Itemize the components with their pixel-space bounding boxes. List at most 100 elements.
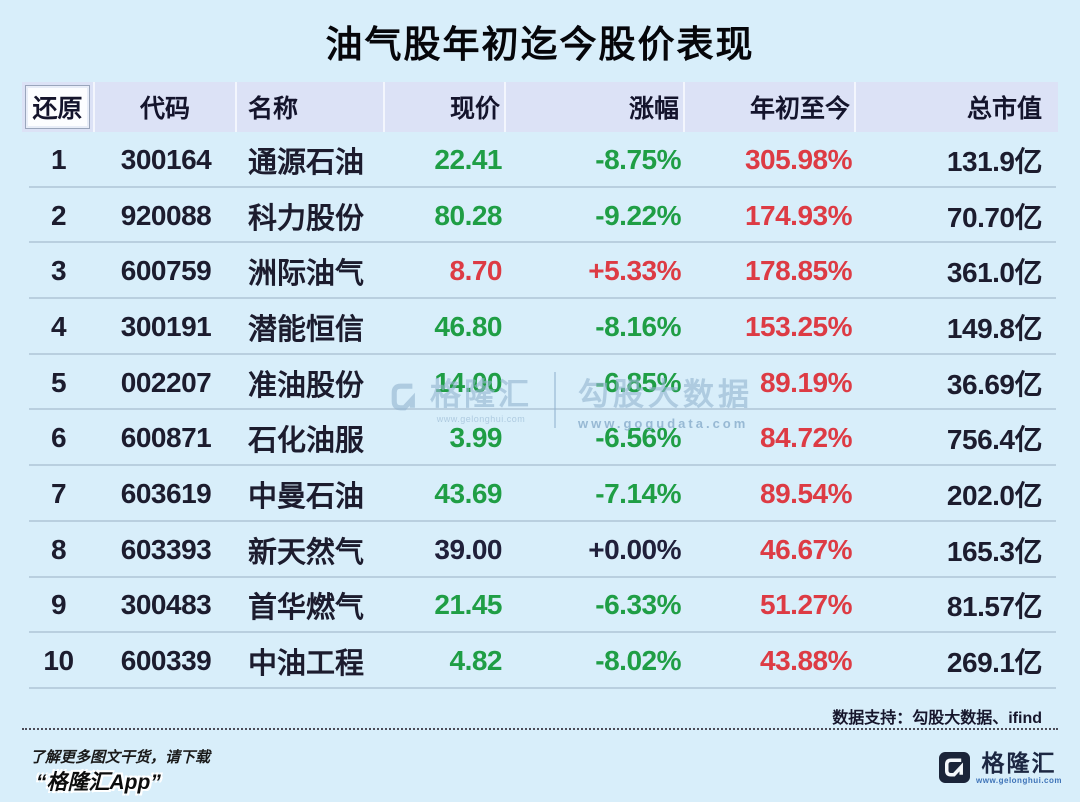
cell-price: 4.82	[449, 645, 503, 677]
footer-brand-url: www.gelonghui.com	[976, 776, 1062, 785]
col-header-change: 涨幅	[506, 82, 685, 132]
cell-stock-name: 中油工程	[248, 648, 365, 681]
cell-stock-name: 洲际油气	[248, 258, 365, 291]
cell-change-pct: +5.33%	[588, 255, 681, 287]
cell-change-pct: +0.00%	[588, 533, 681, 565]
cell-market-cap: 269.1亿	[946, 647, 1043, 679]
cell-rank: 6	[50, 422, 67, 454]
table-header-row: 还原 代码 名称 现价 涨幅 年初至今 总市值	[22, 82, 1058, 132]
cell-stock-code: 300483	[120, 589, 212, 621]
cell-ytd-pct: 46.67%	[760, 533, 852, 565]
cell-stock-name: 潜能恒信	[248, 313, 365, 346]
cell-stock-name: 新天然气	[248, 536, 365, 569]
table-row: 6 600871 石化油服 3.99 -6.56% 84.72% 756.4亿	[22, 410, 1058, 466]
cell-rank: 10	[43, 645, 74, 677]
cell-price: 14.00	[434, 366, 502, 398]
cell-ytd-pct: 84.72%	[760, 422, 852, 454]
cell-market-cap: 361.0亿	[946, 257, 1043, 289]
cell-market-cap: 149.8亿	[946, 312, 1043, 344]
cell-price: 80.28	[434, 199, 502, 231]
cell-rank: 7	[50, 477, 67, 509]
cell-rank: 4	[50, 310, 67, 342]
cell-ytd-pct: 89.19%	[760, 366, 852, 398]
cell-stock-code: 300164	[120, 143, 212, 175]
footer-promo-line2: “格隆汇App”	[36, 771, 161, 794]
cell-ytd-pct: 178.85%	[744, 255, 853, 287]
cell-change-pct: -8.02%	[595, 645, 681, 677]
cell-price: 8.70	[449, 255, 503, 287]
cell-rank: 3	[50, 255, 67, 287]
cell-ytd-pct: 43.88%	[760, 645, 852, 677]
gelonghui-logo-icon	[939, 752, 971, 783]
table-body: 1 300164 通源石油 22.41 -8.75% 305.98% 131.9…	[22, 132, 1058, 689]
cell-stock-name: 科力股份	[248, 202, 365, 235]
cell-market-cap: 70.70亿	[946, 201, 1043, 233]
cell-ytd-pct: 174.93%	[744, 199, 853, 231]
cell-stock-code: 603393	[120, 533, 212, 565]
stock-table: 还原 代码 名称 现价 涨幅 年初至今 总市值 1 300164 通源石油 22…	[22, 82, 1058, 689]
cell-stock-code: 300191	[120, 310, 212, 342]
cell-change-pct: -7.14%	[595, 477, 681, 509]
cell-change-pct: -6.56%	[595, 422, 681, 454]
cell-ytd-pct: 89.54%	[760, 477, 852, 509]
cell-change-pct: -8.16%	[595, 310, 681, 342]
cell-price: 46.80	[434, 310, 502, 342]
cell-change-pct: -9.22%	[595, 199, 681, 231]
cell-stock-code: 600759	[120, 255, 212, 287]
footer-brand-name: 格隆汇	[981, 750, 1057, 776]
cell-stock-code: 600871	[120, 422, 212, 454]
cell-price: 22.41	[434, 143, 502, 175]
cell-rank: 8	[50, 533, 67, 565]
cell-stock-code: 002207	[120, 366, 212, 398]
table-row: 3 600759 洲际油气 8.70 +5.33% 178.85% 361.0亿	[22, 243, 1058, 299]
table-row: 1 300164 通源石油 22.41 -8.75% 305.98% 131.9…	[22, 132, 1058, 188]
cell-stock-name: 准油股份	[248, 369, 365, 402]
cell-market-cap: 36.69亿	[946, 368, 1043, 400]
cell-market-cap: 756.4亿	[946, 424, 1043, 456]
table-row: 8 603393 新天然气 39.00 +0.00% 46.67% 165.3亿	[22, 522, 1058, 578]
cell-change-pct: -6.85%	[595, 366, 681, 398]
cell-price: 3.99	[449, 422, 503, 454]
table-row: 7 603619 中曼石油 43.69 -7.14% 89.54% 202.0亿	[22, 466, 1058, 522]
cell-market-cap: 202.0亿	[946, 479, 1043, 511]
cell-rank: 1	[50, 143, 67, 175]
table-row: 2 920088 科力股份 80.28 -9.22% 174.93% 70.70…	[22, 188, 1058, 244]
table-row: 4 300191 潜能恒信 46.80 -8.16% 153.25% 149.8…	[22, 299, 1058, 355]
footer-promo-line1: 了解更多图文干货，请下载	[30, 749, 211, 766]
cell-price: 21.45	[434, 589, 502, 621]
col-header-price: 现价	[385, 82, 506, 132]
col-header-ytd: 年初至今	[685, 82, 856, 132]
cell-stock-name: 首华燃气	[248, 592, 365, 625]
table-row: 5 002207 准油股份 14.00 -6.85% 89.19% 36.69亿	[22, 355, 1058, 411]
cell-stock-code: 920088	[120, 199, 212, 231]
data-support-note: 数据支持：勾股大数据、ifind	[832, 710, 1042, 727]
cell-stock-name: 石化油服	[248, 425, 365, 458]
col-header-restore: 还原	[22, 82, 95, 132]
cell-ytd-pct: 153.25%	[744, 310, 853, 342]
cell-rank: 5	[50, 366, 67, 398]
cell-rank: 2	[50, 199, 67, 231]
cell-market-cap: 165.3亿	[946, 535, 1043, 567]
col-header-name: 名称	[237, 82, 385, 132]
cell-change-pct: -6.33%	[595, 589, 681, 621]
cell-price: 39.00	[434, 533, 502, 565]
cell-stock-code: 603619	[120, 477, 212, 509]
cell-rank: 9	[50, 589, 67, 621]
footer-brand-texts: 格隆汇 www.gelonghui.com	[976, 750, 1062, 785]
dotted-divider	[22, 728, 1058, 730]
cell-ytd-pct: 305.98%	[744, 143, 853, 175]
cell-ytd-pct: 51.27%	[760, 589, 852, 621]
restore-button[interactable]: 还原	[25, 85, 90, 129]
col-header-code: 代码	[95, 82, 237, 132]
cell-market-cap: 131.9亿	[946, 145, 1043, 177]
cell-price: 43.69	[434, 477, 502, 509]
cell-stock-code: 600339	[120, 645, 212, 677]
table-row: 9 300483 首华燃气 21.45 -6.33% 51.27% 81.57亿	[22, 578, 1058, 634]
page-title: 油气股年初迄今股价表现	[325, 24, 755, 65]
cell-market-cap: 81.57亿	[946, 591, 1043, 623]
col-header-mcap: 总市值	[966, 95, 1042, 123]
cell-change-pct: -8.75%	[595, 143, 681, 175]
table-row: 10 600339 中油工程 4.82 -8.02% 43.88% 269.1亿	[22, 633, 1058, 689]
cell-stock-name: 中曼石油	[248, 480, 365, 513]
